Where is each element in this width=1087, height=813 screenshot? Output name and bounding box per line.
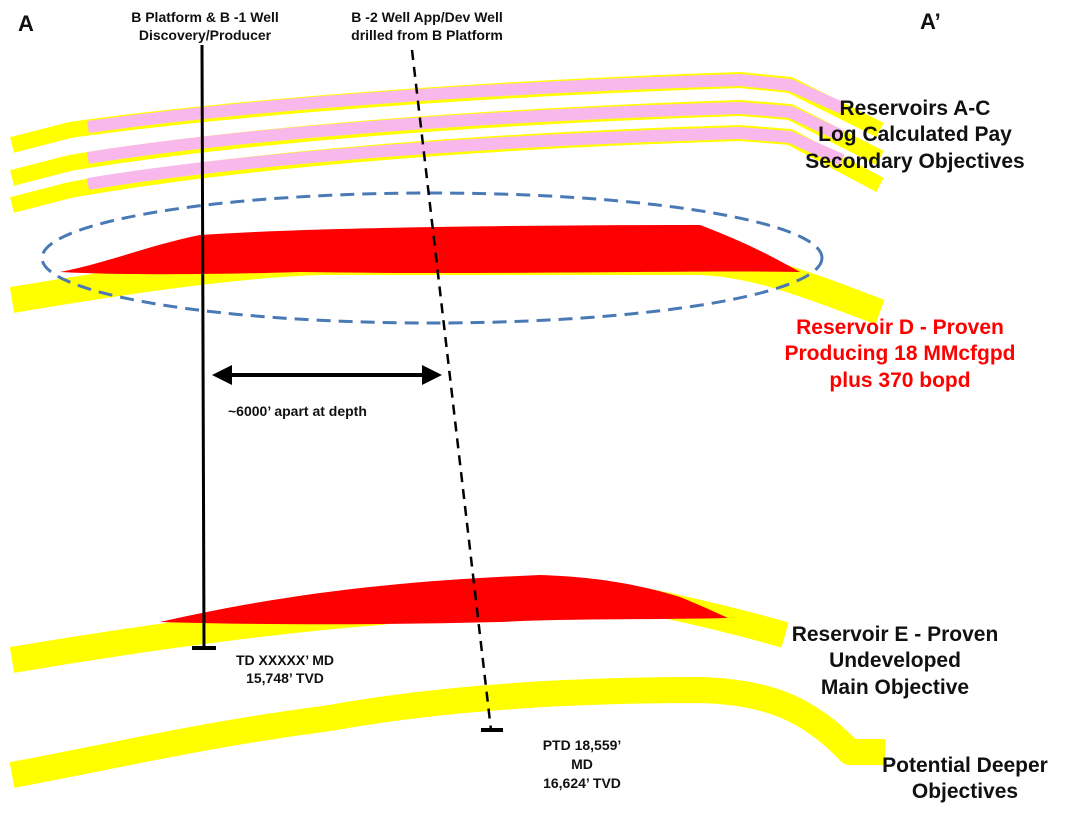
arrowhead-left — [212, 365, 232, 385]
reservoir-d-label: Reservoir D - Proven Producing 18 MMcfgp… — [745, 315, 1055, 394]
well-b1-label: B Platform & B -1 Well Discovery/Produce… — [105, 9, 305, 44]
deeper-line1: Potential Deeper — [882, 754, 1048, 777]
reservoir-ac-line3: Secondary Objectives — [805, 149, 1025, 173]
ptd-b2-line1: PTD 18,559’ — [542, 737, 622, 753]
well-b2-label: B -2 Well App/Dev Well drilled from B Pl… — [322, 9, 532, 44]
deeper-line2: Objectives — [911, 780, 1019, 804]
ptd-b2-label: PTD 18,559’ MD 16,624’ TVD — [522, 736, 642, 793]
reservoir-e-line1: Reservoir E - Proven — [791, 623, 999, 646]
pay-secondary-c — [87, 127, 845, 190]
well-b2-label-line2: drilled from B Platform — [351, 26, 503, 43]
well-b1-label-line1: B Platform & B -1 Well — [131, 9, 279, 25]
reservoir-e-line3: Main Objective — [820, 675, 970, 699]
pay-secondary-a — [87, 74, 845, 133]
reservoir-e-label: Reservoir E - Proven Undeveloped Main Ob… — [750, 622, 1040, 701]
spacing-arrow — [212, 365, 442, 385]
ptd-b2-line3: 16,624’ TVD — [543, 774, 621, 791]
well-b1-label-line2: Discovery/Producer — [138, 26, 272, 43]
reservoir-d-highlight-ellipse — [40, 191, 824, 325]
spacing-label: ~6000’ apart at depth — [228, 403, 367, 419]
formation-band-deeper — [9, 677, 885, 788]
deeper-objectives-label: Potential Deeper Objectives — [855, 753, 1075, 806]
reservoir-d-line2: Producing 18 MMcfgpd — [784, 342, 1016, 366]
td-b1-line1: TD XXXXX’ MD — [235, 652, 335, 668]
section-end-label: A’ — [920, 9, 941, 34]
pay-proven-d — [60, 225, 800, 275]
well-b2-trajectory — [410, 49, 493, 731]
well-b1-trajectory — [200, 44, 206, 649]
ptd-b2-line2: MD — [571, 755, 593, 772]
pay-secondary-overlays — [87, 74, 845, 190]
arrowhead-right — [422, 365, 442, 385]
reservoir-e-line2: Undeveloped — [829, 649, 961, 673]
reservoir-ac-line1: Reservoirs A-C — [839, 97, 991, 120]
well-b2-label-line1: B -2 Well App/Dev Well — [351, 9, 503, 25]
section-start-label: A — [18, 11, 34, 36]
reservoir-d-line3: plus 370 bopd — [829, 368, 971, 392]
reservoir-ac-label: Reservoirs A-C Log Calculated Pay Second… — [765, 96, 1065, 175]
td-b1-line2: 15,748’ TVD — [246, 669, 324, 686]
pay-secondary-b — [87, 102, 845, 164]
td-b1-label: TD XXXXX’ MD 15,748’ TVD — [215, 652, 355, 687]
reservoir-ac-line2: Log Calculated Pay — [818, 123, 1012, 147]
pay-proven-e — [160, 575, 728, 625]
reservoir-d-line1: Reservoir D - Proven — [796, 316, 1004, 339]
